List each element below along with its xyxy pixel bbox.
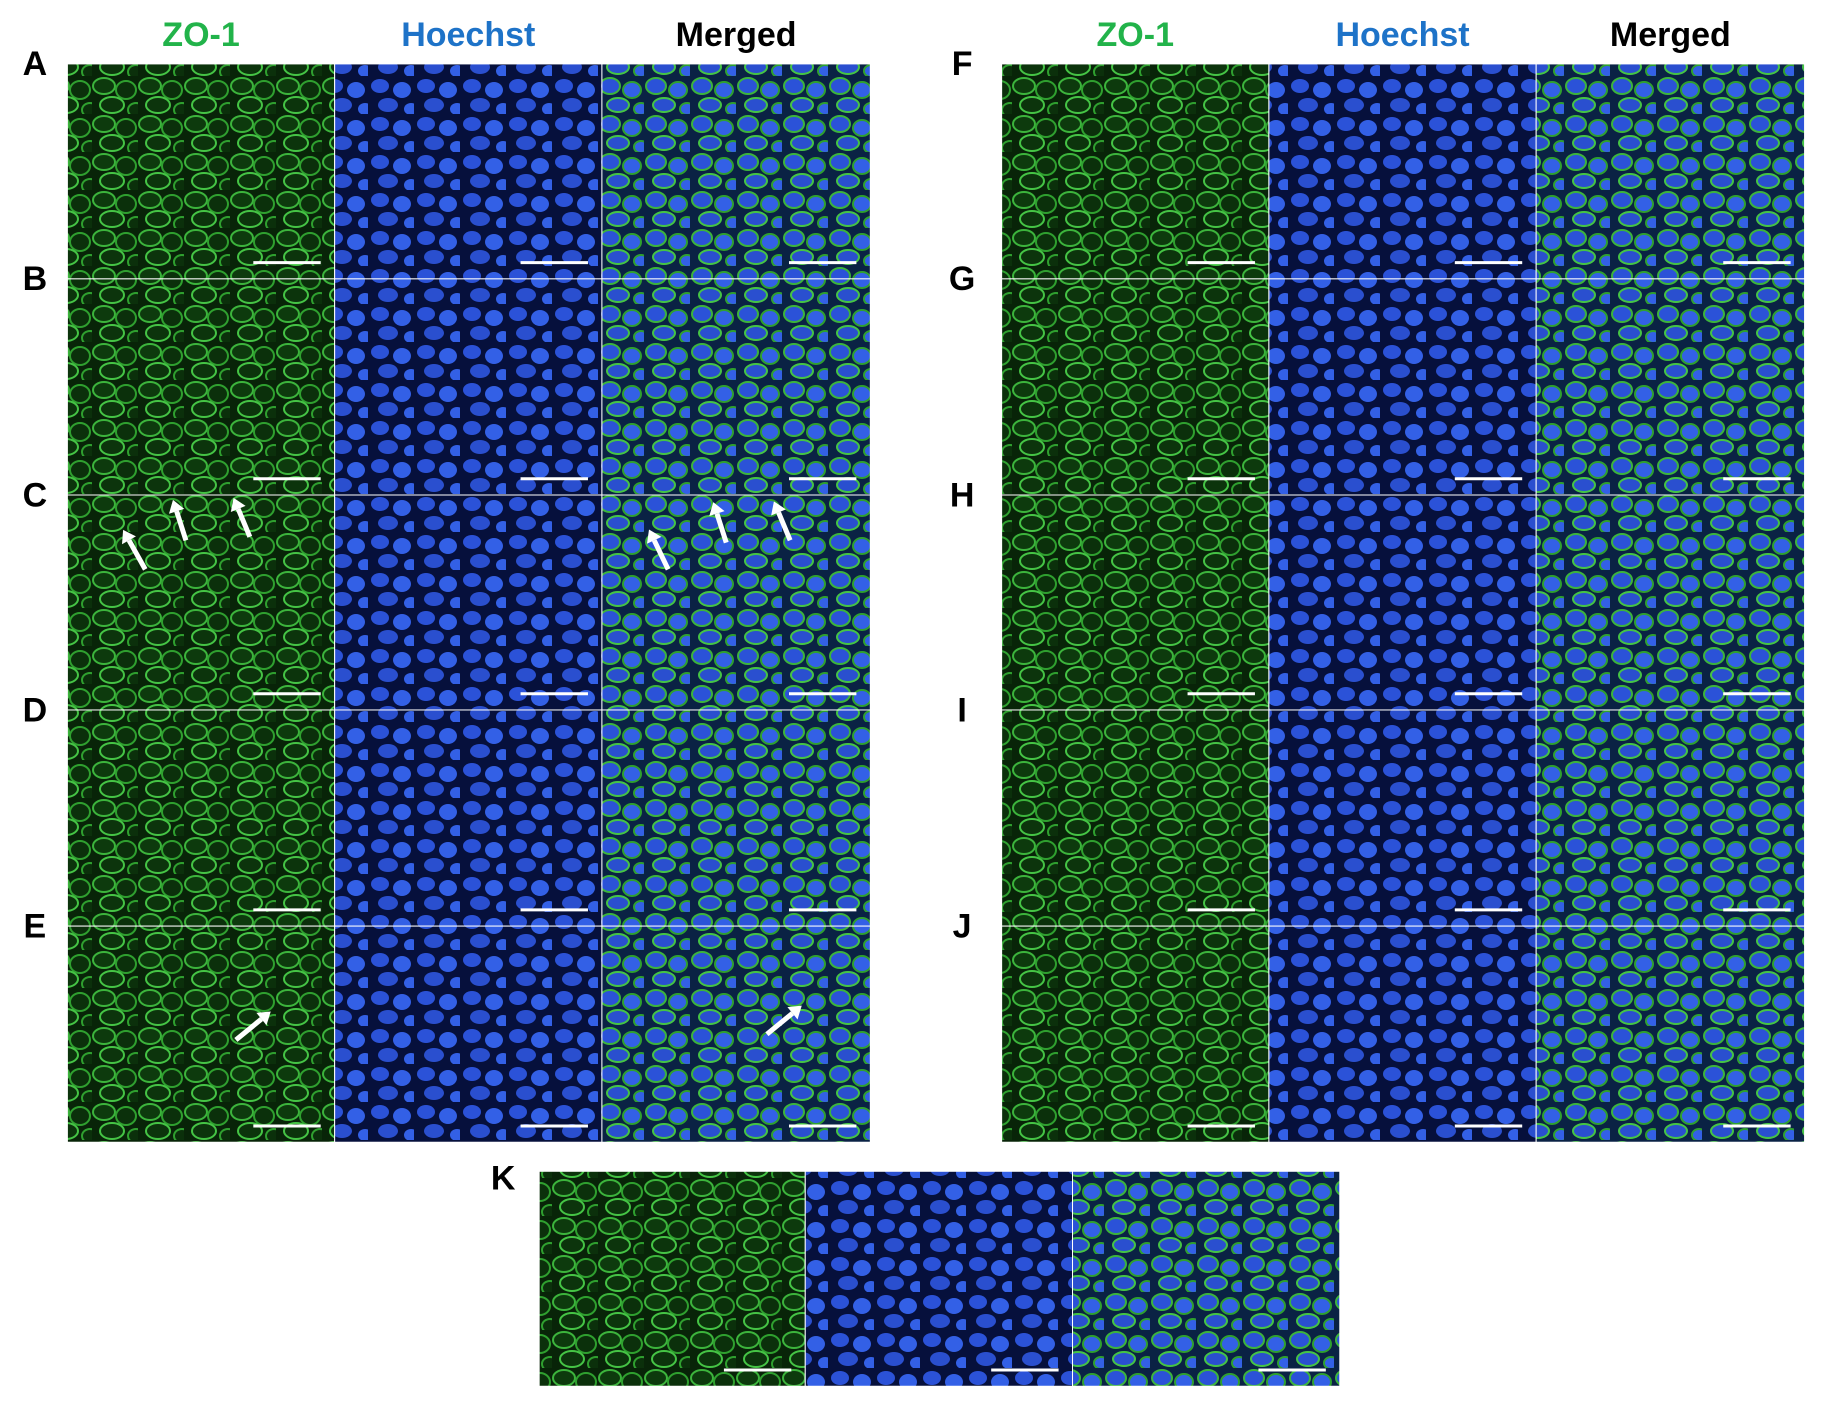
micrograph bbox=[66, 925, 336, 1143]
micrograph bbox=[1268, 278, 1537, 496]
arrow bbox=[714, 512, 729, 544]
panel-label: I bbox=[957, 691, 966, 729]
column-header: ZO-1 bbox=[1097, 16, 1174, 54]
micrograph bbox=[66, 709, 336, 927]
micrograph bbox=[1001, 278, 1270, 496]
arrow-head bbox=[256, 1011, 271, 1026]
micrograph bbox=[1268, 709, 1537, 927]
arrow-head bbox=[771, 501, 786, 516]
column-header: Hoechst bbox=[401, 16, 535, 54]
column-header: Merged bbox=[676, 16, 797, 54]
micrograph bbox=[334, 925, 603, 1143]
micrograph bbox=[601, 278, 871, 496]
arrow-head bbox=[230, 497, 246, 513]
panel-label: H bbox=[950, 476, 975, 514]
micrograph bbox=[66, 63, 336, 280]
arrow bbox=[174, 510, 189, 542]
panel-label: J bbox=[953, 907, 972, 945]
micrograph bbox=[1535, 494, 1806, 711]
panel-label: C bbox=[23, 476, 48, 514]
micrograph bbox=[1001, 925, 1270, 1143]
micrograph bbox=[1001, 494, 1270, 711]
micrograph bbox=[334, 494, 603, 711]
arrow-head bbox=[646, 529, 662, 544]
arrow bbox=[651, 539, 671, 571]
panel-label: B bbox=[23, 260, 48, 298]
micrograph bbox=[1268, 925, 1537, 1143]
micrograph bbox=[66, 278, 336, 496]
micrograph bbox=[1268, 63, 1537, 280]
arrow bbox=[235, 507, 253, 538]
panel-label: K bbox=[491, 1160, 516, 1198]
micrograph bbox=[334, 709, 603, 927]
micrograph bbox=[334, 63, 603, 280]
micrograph bbox=[1535, 278, 1806, 496]
micrograph bbox=[538, 1170, 806, 1387]
micrograph bbox=[601, 709, 871, 927]
column-header: Merged bbox=[1610, 16, 1731, 54]
micrograph bbox=[1072, 1170, 1341, 1387]
arrow bbox=[765, 1011, 795, 1037]
arrow bbox=[776, 511, 793, 542]
arrow bbox=[126, 539, 148, 571]
arrow-head bbox=[787, 1005, 802, 1020]
micrograph bbox=[1268, 494, 1537, 711]
panel-label: D bbox=[23, 691, 48, 729]
arrow-head bbox=[122, 529, 136, 545]
micrograph bbox=[1535, 709, 1806, 927]
arrow bbox=[234, 1017, 264, 1042]
panel-label: A bbox=[23, 45, 48, 83]
micrograph bbox=[601, 63, 871, 280]
micrograph bbox=[1001, 709, 1270, 927]
panel-label: G bbox=[949, 260, 975, 298]
micrograph bbox=[601, 925, 871, 1143]
column-header: ZO-1 bbox=[162, 16, 239, 54]
micrograph bbox=[334, 278, 603, 496]
panel-label: F bbox=[952, 45, 973, 83]
arrow-head bbox=[169, 499, 185, 514]
micrograph bbox=[1535, 925, 1806, 1143]
micrograph bbox=[601, 494, 871, 711]
micrograph bbox=[804, 1170, 1074, 1387]
micrograph bbox=[1535, 63, 1806, 280]
panel-label: E bbox=[24, 907, 47, 945]
column-header: Hoechst bbox=[1335, 16, 1469, 54]
micrograph bbox=[66, 494, 336, 711]
micrograph bbox=[1001, 63, 1270, 280]
arrow-head bbox=[709, 502, 725, 517]
